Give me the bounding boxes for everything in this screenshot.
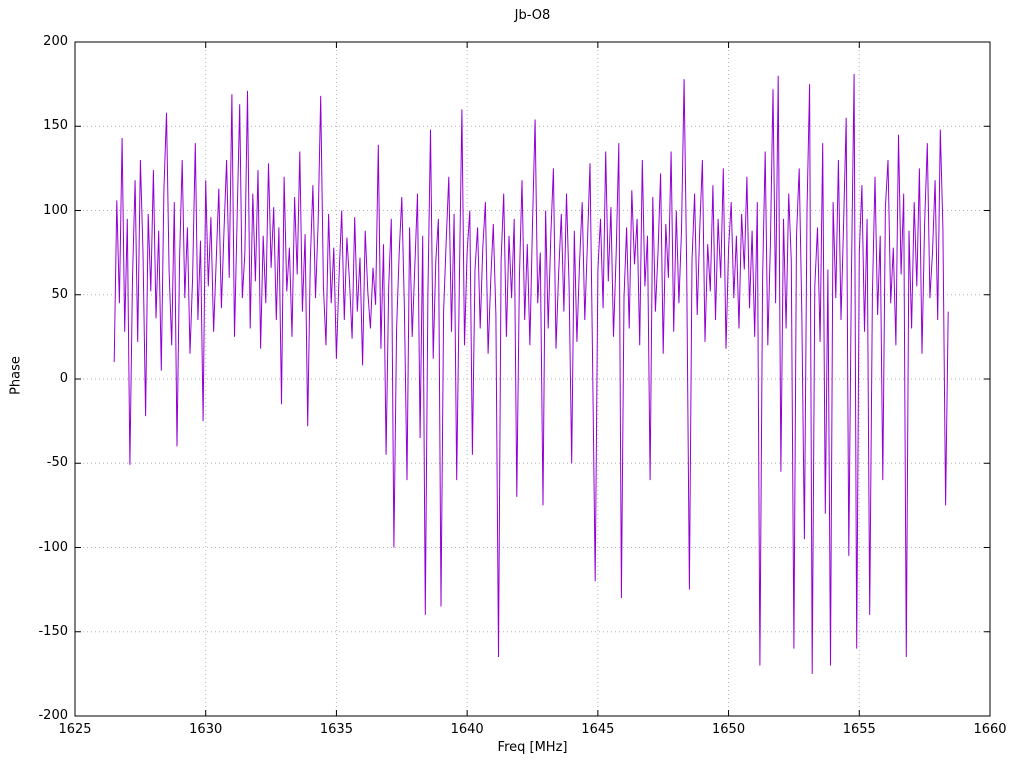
y-tick-label: 100 bbox=[43, 202, 68, 218]
x-tick-label: 1660 bbox=[973, 722, 1007, 737]
chart-title: Jb-O8 bbox=[514, 8, 551, 23]
x-tick-label: 1650 bbox=[712, 722, 746, 737]
y-tick-label: -150 bbox=[38, 623, 68, 639]
y-tick-label: 150 bbox=[43, 118, 68, 134]
y-tick-label: -200 bbox=[38, 708, 68, 723]
x-tick-label: 1655 bbox=[842, 722, 876, 737]
x-tick-label: 1640 bbox=[450, 722, 484, 737]
x-tick-label: 1630 bbox=[189, 722, 223, 737]
x-tick-label: 1635 bbox=[319, 722, 353, 737]
y-tick-label: 0 bbox=[59, 371, 68, 386]
plot-border bbox=[74, 41, 991, 717]
y-tick-label: -100 bbox=[38, 539, 68, 555]
y-tick-label: 50 bbox=[51, 286, 68, 302]
y-tick-label: 200 bbox=[43, 34, 68, 49]
x-tick-label: 1625 bbox=[58, 722, 92, 737]
y-tick-label: -50 bbox=[46, 455, 68, 471]
x-axis-label: Freq [MHz] bbox=[497, 740, 568, 755]
x-tick-label: 1645 bbox=[581, 722, 615, 737]
phase-trace bbox=[113, 73, 949, 674]
